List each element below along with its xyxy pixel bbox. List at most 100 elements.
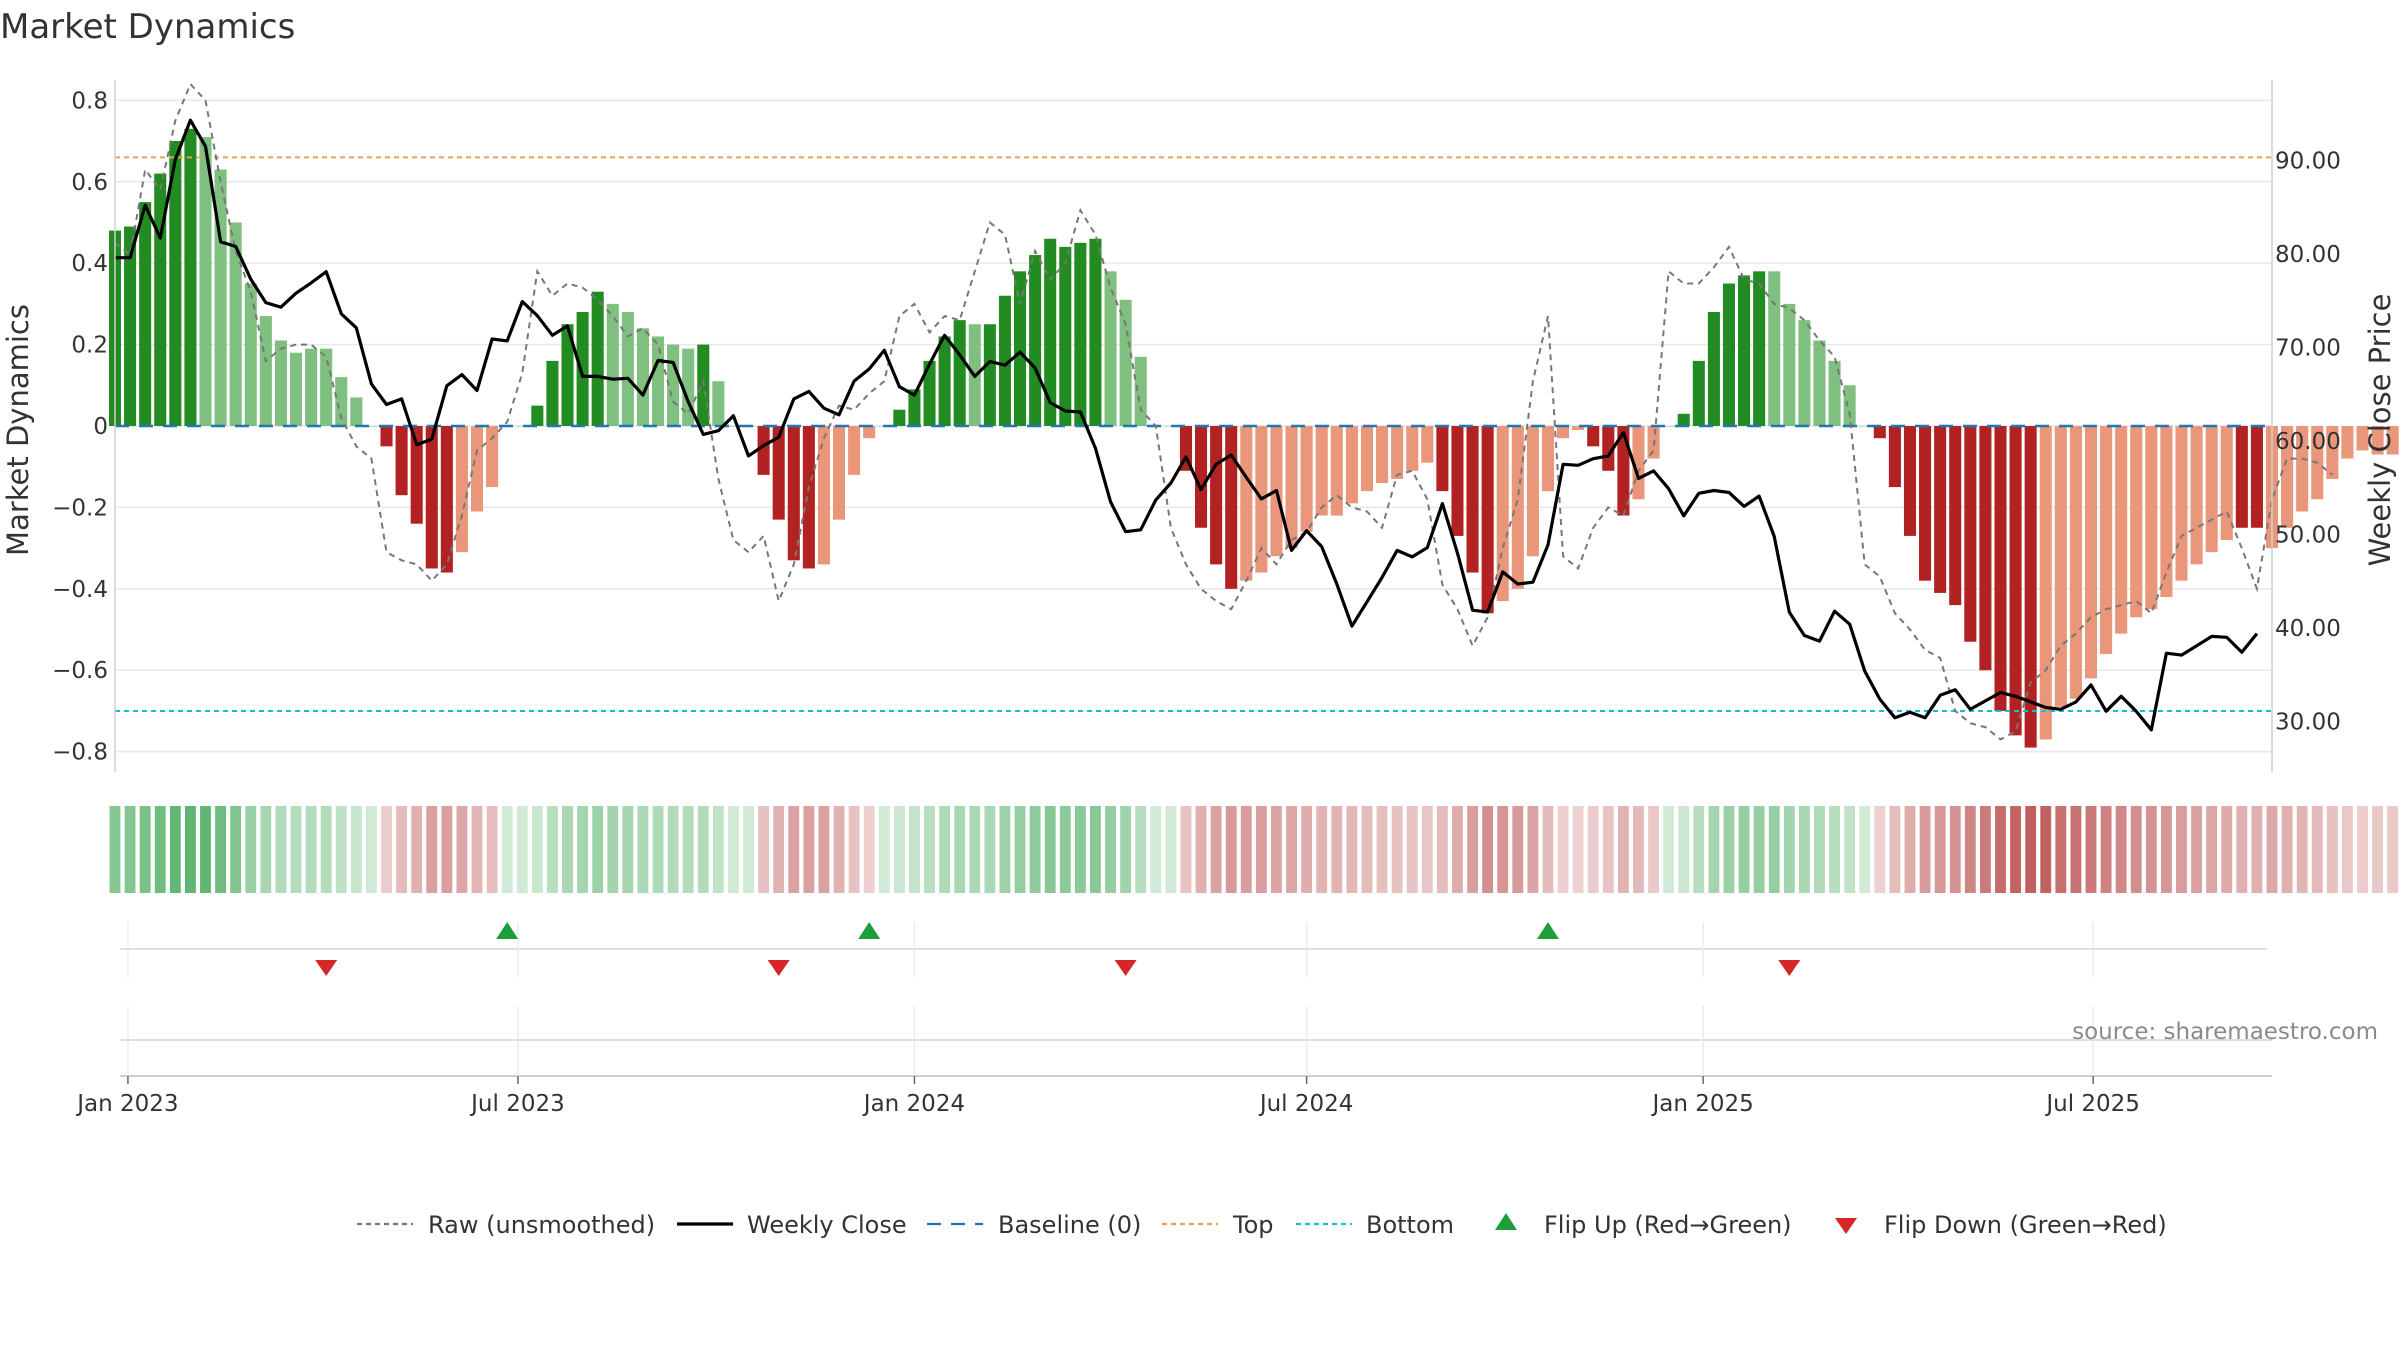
dynamics-bar: [908, 389, 921, 426]
dynamics-bar: [2190, 426, 2203, 565]
dynamics-bar: [2084, 426, 2098, 679]
heat-cell: [290, 806, 302, 893]
dynamics-bar: [2009, 426, 2022, 736]
dynamics-bar: [591, 291, 604, 426]
dynamics-bar: [576, 312, 589, 426]
heat-cell: [909, 806, 920, 893]
heat-cell: [1286, 806, 1297, 893]
dynamics-bar: [2115, 426, 2128, 634]
dynamics-bar: [1526, 426, 1539, 557]
dynamics-bar: [2145, 426, 2158, 610]
y-tick-label-left: −0.6: [52, 658, 108, 684]
dynamics-bar: [1949, 426, 1962, 606]
heat-cell: [743, 806, 754, 893]
heat-cell: [2326, 806, 2338, 893]
dynamics-bar: [2371, 426, 2384, 455]
heat-cell: [637, 806, 649, 893]
series-lines: [114, 82, 2333, 741]
flip-down-marker: [1778, 960, 1801, 976]
heat-cell: [215, 806, 227, 893]
heat-cell: [1452, 806, 1463, 893]
dynamics-bar: [320, 348, 333, 426]
heat-cell: [592, 806, 604, 893]
dynamics-bar: [2326, 426, 2339, 479]
dynamics-bar: [1903, 426, 1917, 536]
heat-cell: [2311, 806, 2323, 893]
x-tick-label: Jan 2024: [862, 1091, 965, 1117]
dynamics-bar: [787, 426, 800, 561]
heat-cell: [1527, 806, 1539, 893]
dynamics-bar: [1662, 426, 1675, 427]
heat-cell: [381, 806, 392, 893]
heat-cell: [2221, 806, 2233, 893]
dynamics-bar: [1029, 255, 1042, 426]
heat-cell: [335, 806, 347, 893]
heat-cell: [1708, 806, 1720, 893]
dynamics-bar: [621, 312, 634, 426]
dynamics-bar: [998, 295, 1011, 426]
heat-cell: [1648, 806, 1659, 893]
heat-cell: [622, 806, 634, 893]
heat-cell: [697, 806, 709, 893]
heat-cell: [1090, 806, 1101, 893]
heat-cell: [2236, 806, 2248, 893]
dynamics-bar: [893, 409, 906, 426]
heat-cell: [803, 806, 815, 893]
heat-cell: [1542, 806, 1554, 893]
dynamics-bar: [1104, 271, 1117, 426]
heat-cell: [139, 806, 151, 893]
dynamics-bar: [1391, 426, 1404, 479]
heat-cell: [1029, 806, 1041, 893]
dynamics-bar: [1421, 426, 1434, 463]
heat-cell: [1331, 806, 1343, 893]
heat-cell: [1271, 806, 1282, 893]
dynamics-bar: [154, 173, 167, 426]
dynamics-bar: [1677, 413, 1690, 426]
dynamics-bar: [2250, 426, 2263, 528]
heat-cell: [1421, 806, 1433, 893]
dynamics-bar: [2220, 426, 2233, 540]
heat-cell: [1255, 806, 1267, 893]
heat-cell: [712, 806, 724, 893]
flip-down-marker: [1114, 960, 1137, 976]
heat-cell: [1180, 806, 1192, 893]
dynamics-bar: [712, 381, 725, 426]
dynamics-bar: [983, 324, 996, 426]
heat-cell: [2130, 806, 2142, 893]
dynamics-bar: [2024, 426, 2037, 748]
dynamics-bar: [727, 426, 740, 427]
dynamics-bar: [2296, 426, 2309, 512]
dynamics-bar: [1014, 271, 1027, 426]
dynamics-bar: [124, 226, 137, 426]
heat-cell: [969, 806, 981, 893]
heat-cell: [652, 806, 664, 893]
weekly-close-line: [115, 118, 2259, 732]
legend-bottom-label: Bottom: [1366, 1211, 1454, 1239]
heat-cell: [2010, 806, 2022, 893]
dynamics-bar: [425, 426, 438, 569]
heat-cell: [728, 806, 739, 893]
dynamics-bar: [1300, 426, 1313, 532]
heat-cell: [426, 806, 438, 893]
dynamics-bar: [1768, 271, 1781, 426]
dynamics-bar: [1873, 426, 1886, 439]
heat-cell: [1979, 806, 1991, 893]
heat-cell: [124, 806, 136, 893]
dynamics-bar: [289, 352, 303, 426]
dynamics-bar: [1692, 360, 1705, 426]
heat-cell: [2025, 806, 2037, 893]
y-tick-label-left: −0.8: [52, 740, 108, 766]
heat-cell: [2145, 806, 2157, 893]
dynamics-bar: [259, 316, 272, 426]
heat-cell: [924, 806, 935, 893]
dynamics-bar: [274, 340, 287, 426]
heat-cell: [1512, 806, 1524, 893]
heat-cell: [1798, 806, 1810, 893]
heat-cell: [305, 806, 317, 893]
heat-cell: [2055, 806, 2067, 893]
heat-cell: [200, 806, 211, 893]
dynamics-bar: [455, 426, 468, 553]
dynamics-bar: [1798, 320, 1811, 426]
y-tick-label-right: 80.00: [2275, 242, 2341, 268]
dynamics-bar: [229, 222, 242, 426]
